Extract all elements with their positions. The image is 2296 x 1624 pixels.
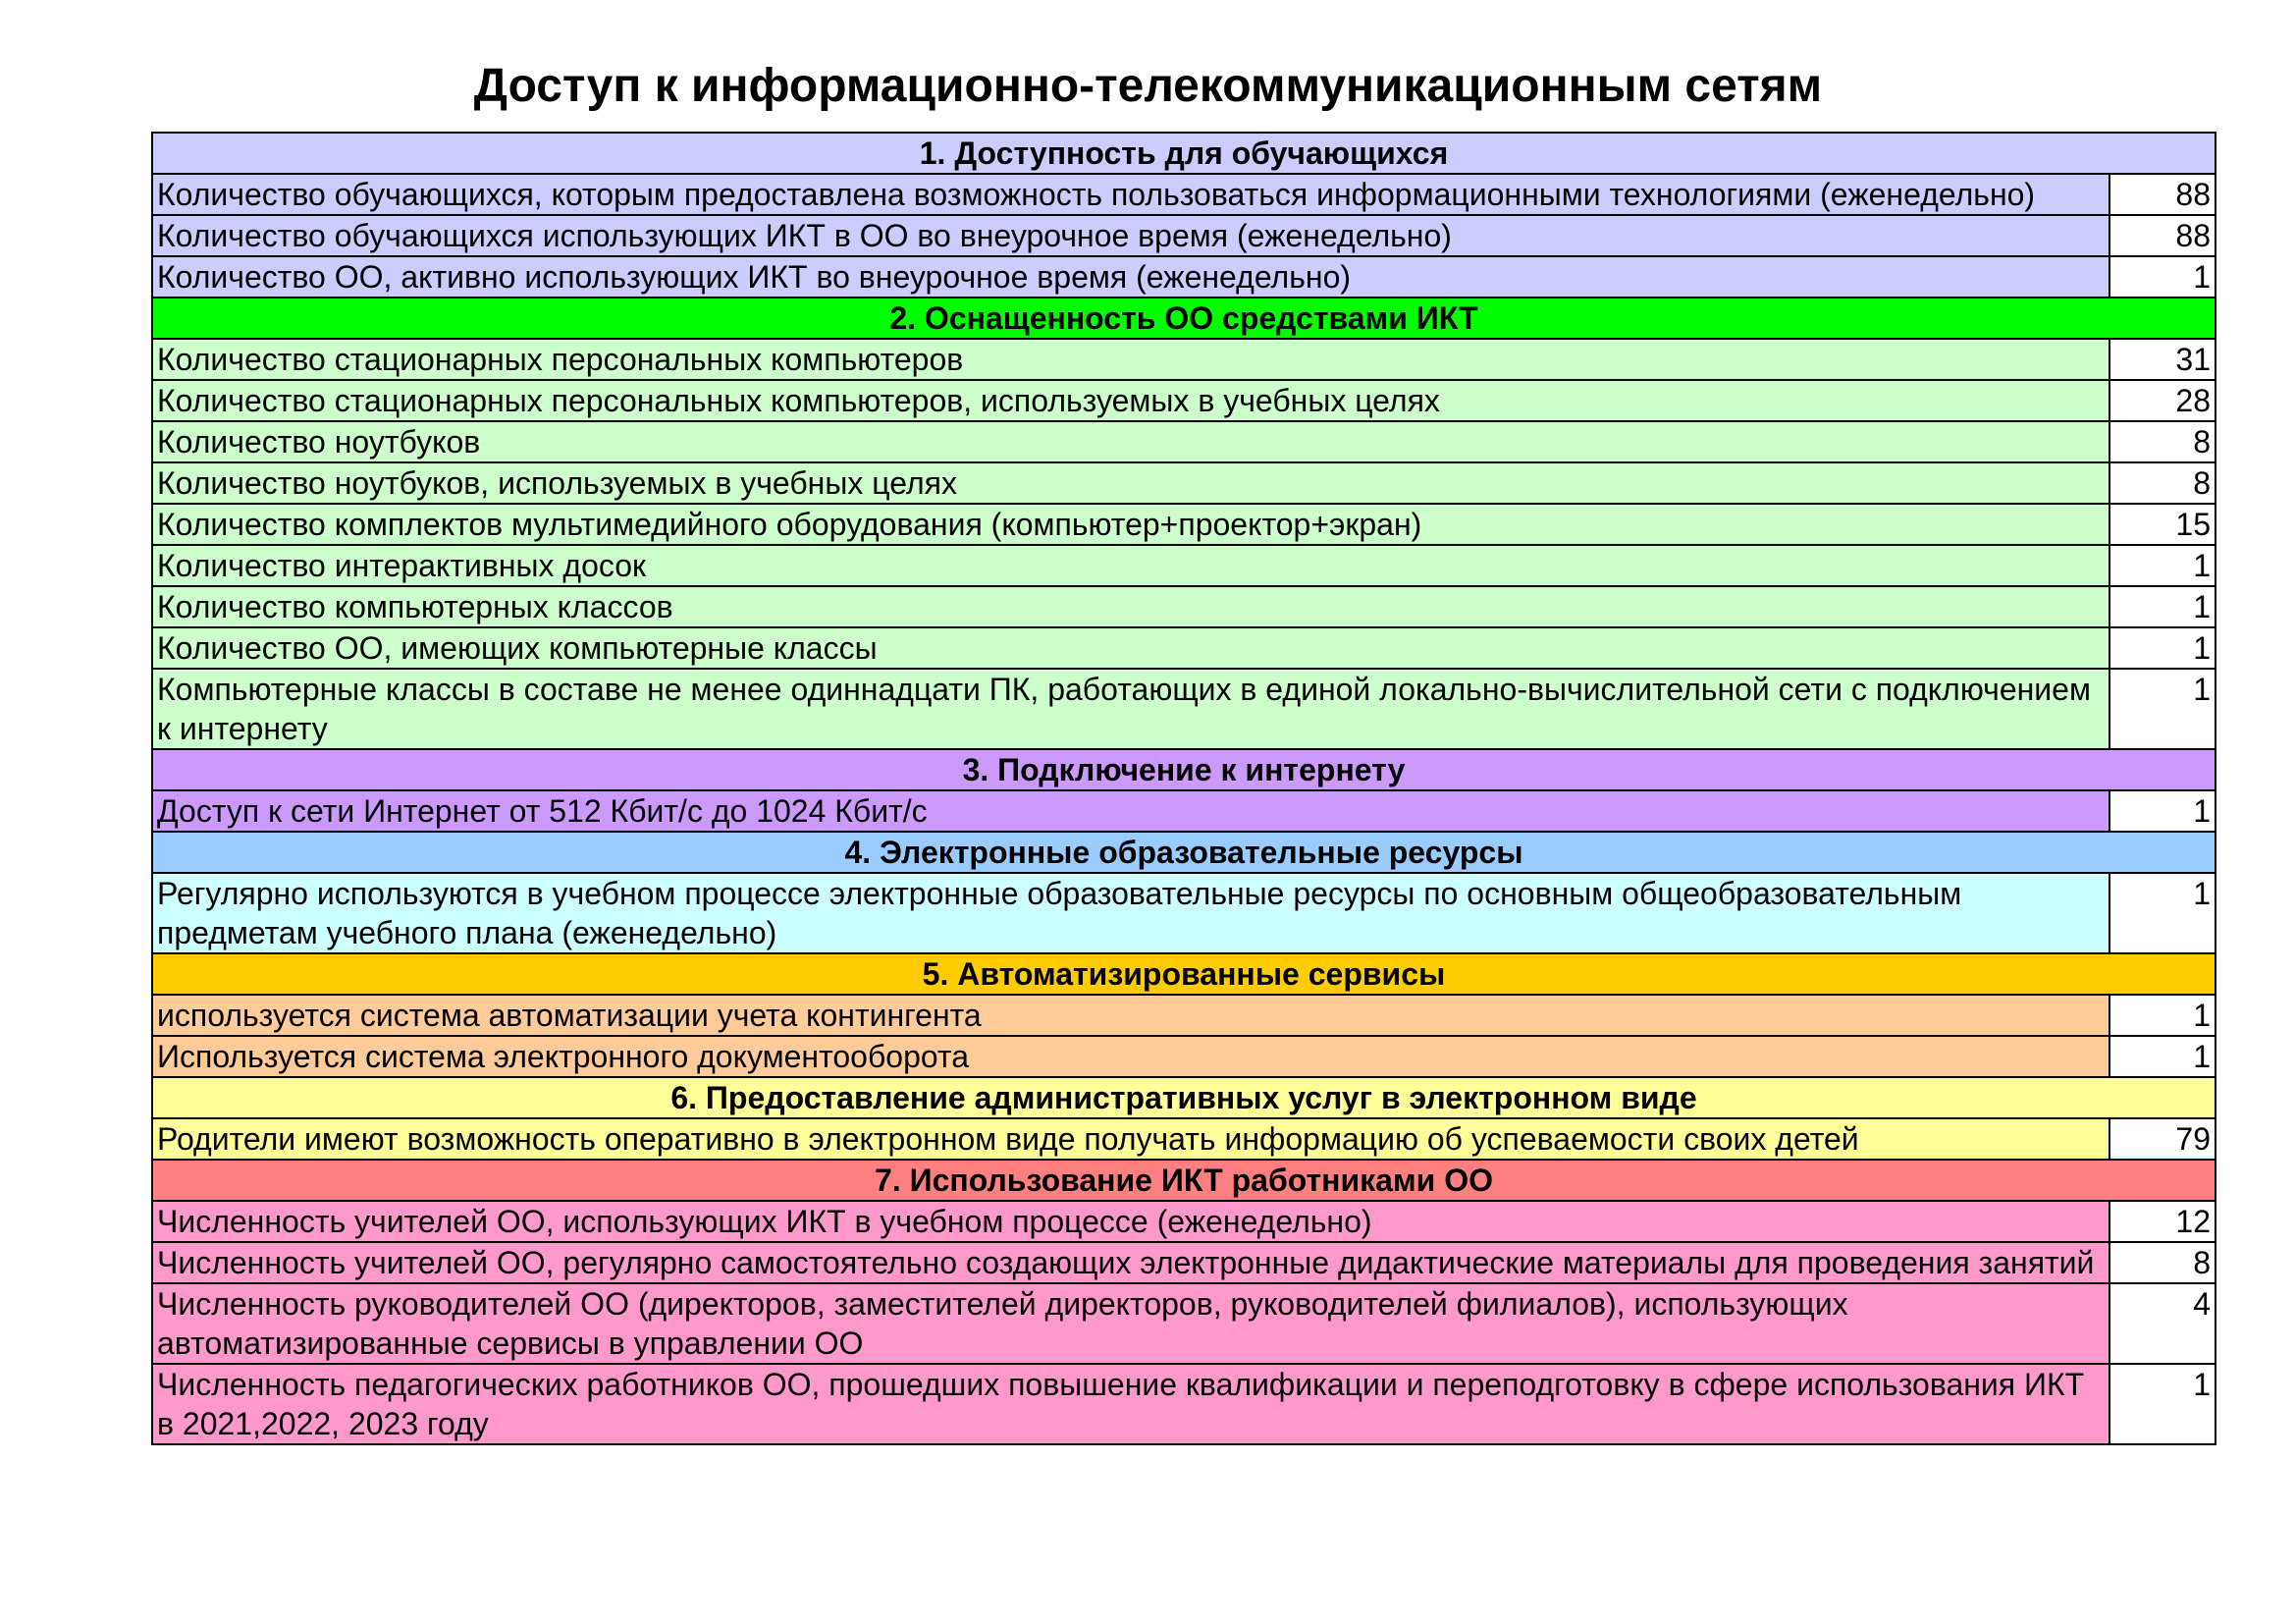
table-row: Численность учителей ОО, использующих ИК…: [151, 1200, 2216, 1243]
table-row: Количество ОО, активно использующих ИКТ …: [151, 255, 2216, 298]
indicator-label: Количество ОО, имеющих компьютерные клас…: [151, 626, 2110, 670]
section-header-row: 1. Доступность для обучающихся: [151, 132, 2216, 175]
indicator-label: Доступ к сети Интернет от 512 Кбит/с до …: [151, 789, 2110, 833]
indicator-value: 1: [2109, 1363, 2216, 1445]
indicator-label: Численность учителей ОО, регулярно самос…: [151, 1241, 2110, 1284]
table-row: Используется система электронного докуме…: [151, 1035, 2216, 1078]
indicator-label: Регулярно используются в учебном процесс…: [151, 872, 2110, 954]
indicator-label: Количество ноутбуков: [151, 420, 2110, 463]
table-row: Численность учителей ОО, регулярно самос…: [151, 1241, 2216, 1284]
section-header: 3. Подключение к интернету: [151, 748, 2216, 791]
table-row: Количество интерактивных досок 1: [151, 544, 2216, 587]
indicator-label: Численность учителей ОО, использующих ИК…: [151, 1200, 2110, 1243]
indicator-value: 12: [2109, 1200, 2216, 1243]
indicator-label: Численность педагогических работников ОО…: [151, 1363, 2110, 1445]
table-row: Доступ к сети Интернет от 512 Кбит/с до …: [151, 789, 2216, 833]
indicator-value: 1: [2109, 668, 2216, 750]
indicator-label: используется система автоматизации учета…: [151, 994, 2110, 1037]
section-header-row: 4. Электронные образовательные ресурсы: [151, 831, 2216, 874]
section-header-row: 6. Предоставление административных услуг…: [151, 1076, 2216, 1119]
table-row: Количество обучающихся, которым предоста…: [151, 173, 2216, 216]
section-header: 1. Доступность для обучающихся: [151, 132, 2216, 175]
indicator-label: Количество интерактивных досок: [151, 544, 2110, 587]
section-header-row: 2. Оснащенность ОО средствами ИКТ: [151, 297, 2216, 340]
indicator-label: Количество стационарных персональных ком…: [151, 338, 2110, 381]
indicator-value: 8: [2109, 461, 2216, 505]
table-row: Количество стационарных персональных ком…: [151, 338, 2216, 381]
indicator-value: 88: [2109, 173, 2216, 216]
table-row: Родители имеют возможность оперативно в …: [151, 1117, 2216, 1161]
section-header-row: 7. Использование ИКТ работниками ОО: [151, 1159, 2216, 1202]
table-row: Количество комплектов мультимедийного об…: [151, 503, 2216, 546]
table-row: Количество обучающихся использующих ИКТ …: [151, 214, 2216, 257]
indicator-value: 1: [2109, 1035, 2216, 1078]
table-row: Количество стационарных персональных ком…: [151, 379, 2216, 422]
indicator-label: Количество комплектов мультимедийного об…: [151, 503, 2110, 546]
indicator-value: 1: [2109, 626, 2216, 670]
indicator-value: 1: [2109, 789, 2216, 833]
table-row: используется система автоматизации учета…: [151, 994, 2216, 1037]
indicator-label: Компьютерные классы в составе не менее о…: [151, 668, 2110, 750]
indicator-value: 88: [2109, 214, 2216, 257]
indicator-label: Количество ОО, активно использующих ИКТ …: [151, 255, 2110, 298]
indicator-label: Численность руководителей ОО (директоров…: [151, 1282, 2110, 1365]
table-row: Количество компьютерных классов 1: [151, 585, 2216, 628]
indicator-value: 31: [2109, 338, 2216, 381]
indicator-value: 15: [2109, 503, 2216, 546]
indicator-value: 1: [2109, 544, 2216, 587]
page-title: Доступ к информационно-телекоммуникацион…: [473, 60, 1823, 112]
indicator-label: Родители имеют возможность оперативно в …: [151, 1117, 2110, 1161]
indicator-value: 1: [2109, 994, 2216, 1037]
section-header-row: 3. Подключение к интернету: [151, 748, 2216, 791]
section-header-row: 5. Автоматизированные сервисы: [151, 952, 2216, 996]
indicator-label: Количество ноутбуков, используемых в уче…: [151, 461, 2110, 505]
table-row: Количество ноутбуков, используемых в уче…: [151, 461, 2216, 505]
indicator-value: 79: [2109, 1117, 2216, 1161]
indicator-value: 4: [2109, 1282, 2216, 1365]
table-row: Численность руководителей ОО (директоров…: [151, 1282, 2216, 1365]
indicator-value: 8: [2109, 1241, 2216, 1284]
table-row: Количество ОО, имеющих компьютерные клас…: [151, 626, 2216, 670]
section-header: 6. Предоставление административных услуг…: [151, 1076, 2216, 1119]
table-row: Компьютерные классы в составе не менее о…: [151, 668, 2216, 750]
indicator-label: Количество обучающихся, которым предоста…: [151, 173, 2110, 216]
indicator-label: Количество стационарных персональных ком…: [151, 379, 2110, 422]
indicator-label: Количество обучающихся использующих ИКТ …: [151, 214, 2110, 257]
section-header: 4. Электронные образовательные ресурсы: [151, 831, 2216, 874]
section-header: 2. Оснащенность ОО средствами ИКТ: [151, 297, 2216, 340]
indicator-value: 1: [2109, 872, 2216, 954]
indicator-label: Используется система электронного докуме…: [151, 1035, 2110, 1078]
indicator-value: 1: [2109, 255, 2216, 298]
table-row: Количество ноутбуков 8: [151, 420, 2216, 463]
table-row: Численность педагогических работников ОО…: [151, 1363, 2216, 1445]
indicator-value: 28: [2109, 379, 2216, 422]
ict-access-table: 1. Доступность для обучающихся Количество…: [151, 132, 2216, 1445]
indicator-value: 8: [2109, 420, 2216, 463]
section-header: 7. Использование ИКТ работниками ОО: [151, 1159, 2216, 1202]
table-row: Регулярно используются в учебном процесс…: [151, 872, 2216, 954]
indicator-label: Количество компьютерных классов: [151, 585, 2110, 628]
section-header: 5. Автоматизированные сервисы: [151, 952, 2216, 996]
indicator-value: 1: [2109, 585, 2216, 628]
